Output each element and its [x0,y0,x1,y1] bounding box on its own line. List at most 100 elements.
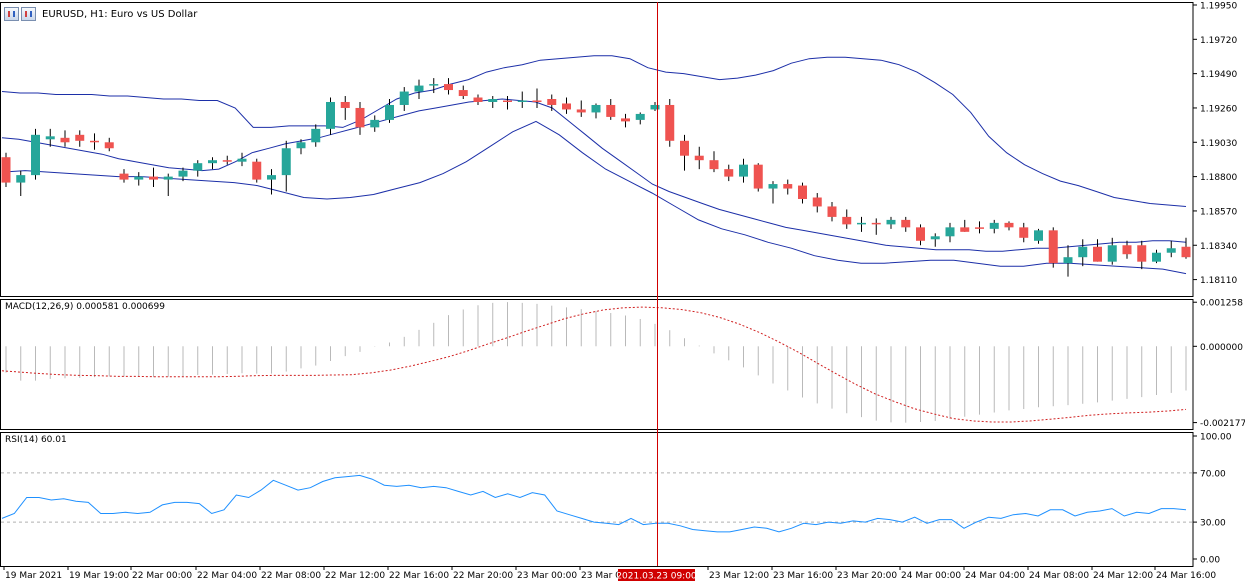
candle [311,124,321,147]
time-tick-label: 24 Mar 12:00 [1093,571,1153,581]
macd-indicator: 0.001258 0.000000 -0.002177 [1,299,1245,429]
crosshair[interactable]: 2021.03.23 09:00 [616,2,697,582]
candle-body [783,184,793,189]
candle-body [45,136,55,140]
candle-body [1122,245,1132,255]
candle [857,216,866,232]
candle-body [1093,246,1102,262]
macd-signal-line [1,306,1187,423]
price-axis: 1.19950 1.19720 1.19490 1.19260 1.19030 1.188… [1193,1,1237,286]
candle [1004,221,1014,231]
candle-body [458,90,468,97]
candle-body [827,206,837,217]
candle-body [75,134,85,141]
candle [75,130,85,147]
crosshair-time-label: 2021.03.23 09:00 [616,572,697,582]
candle-body [340,101,350,108]
time-tick-label: 23 Mar 00:00 [517,571,577,581]
price-tick-label: 1.18340 [1200,242,1237,252]
candle-body [178,170,188,177]
time-tick-label: 24 Mar 08:00 [1029,571,1089,581]
candle-body [591,104,601,113]
candle-body [267,175,276,180]
candle [975,221,984,234]
candle [399,87,409,111]
candle [989,219,999,234]
candle-body [753,164,763,189]
candle-body [296,142,306,149]
candle [680,134,689,171]
candle [1166,240,1176,258]
chart-window-icon[interactable] [21,7,36,21]
candle [473,94,483,105]
candle-body [385,104,394,120]
candle [1181,237,1191,259]
rsi-line [1,474,1187,533]
candle-body [812,197,822,207]
candle [1137,240,1147,270]
price-tick-label: 1.19260 [1200,104,1237,114]
candle-body [281,148,291,176]
candle-body [252,161,262,180]
candle [960,219,970,232]
candle-body [886,219,896,225]
bollinger-upper-band [1,55,1187,207]
candle [178,167,188,182]
time-tick-label: 22 Mar 04:00 [197,571,257,581]
rsi-tick-label: 30.00 [1200,519,1226,529]
time-tick-label: 22 Mar 08:00 [261,571,321,581]
candle [1152,249,1161,264]
candle-body [871,222,881,225]
candle [827,201,837,222]
candle-body [576,109,586,113]
candle-body [1019,227,1029,238]
panel-frame-0 [0,2,1194,297]
candle-body [930,236,940,240]
candle [621,113,630,128]
candle [444,78,453,95]
candle [414,79,424,100]
candle [90,133,99,150]
price-tick-label: 1.19720 [1200,36,1237,46]
candle [326,97,335,135]
candle-body [414,85,424,92]
bollinger-lower-band [1,120,1187,275]
chart-title: EURUSD, H1: Euro vs US Dollar [42,8,198,20]
panel-frames [0,2,1194,567]
candle-body [119,173,129,180]
candle [871,218,881,235]
rsi-indicator: 100.00 70.00 30.00 0.00 [1,433,1232,566]
candle-body [90,140,99,143]
candle [1078,239,1088,267]
candle [665,99,675,147]
candle [562,97,571,114]
time-tick-label: 22 Mar 00:00 [132,571,192,581]
candle-body [208,160,217,164]
candle [134,172,144,186]
candle-body [709,160,719,170]
candle-body [60,137,70,143]
candle-body [517,100,527,102]
time-tick-label: 24 Mar 00:00 [901,571,961,581]
panel-frame-1 [0,299,1194,430]
candle [208,157,217,170]
candle [296,139,306,155]
candle [753,163,763,192]
candle [458,85,468,100]
candle-body [989,222,999,229]
candle-body [370,119,380,128]
candle [281,140,291,192]
candle [547,94,557,111]
candle [1048,227,1058,268]
candle [945,222,955,243]
candle-body [1166,248,1176,253]
candle-body [222,160,232,162]
chart-properties-icon[interactable] [4,7,19,21]
candle-body [311,128,321,143]
time-tick-label: 24 Mar 04:00 [965,571,1025,581]
candle-body [429,84,439,86]
candle-body [1152,252,1161,262]
candle [1,152,11,188]
candle-body [945,227,955,237]
